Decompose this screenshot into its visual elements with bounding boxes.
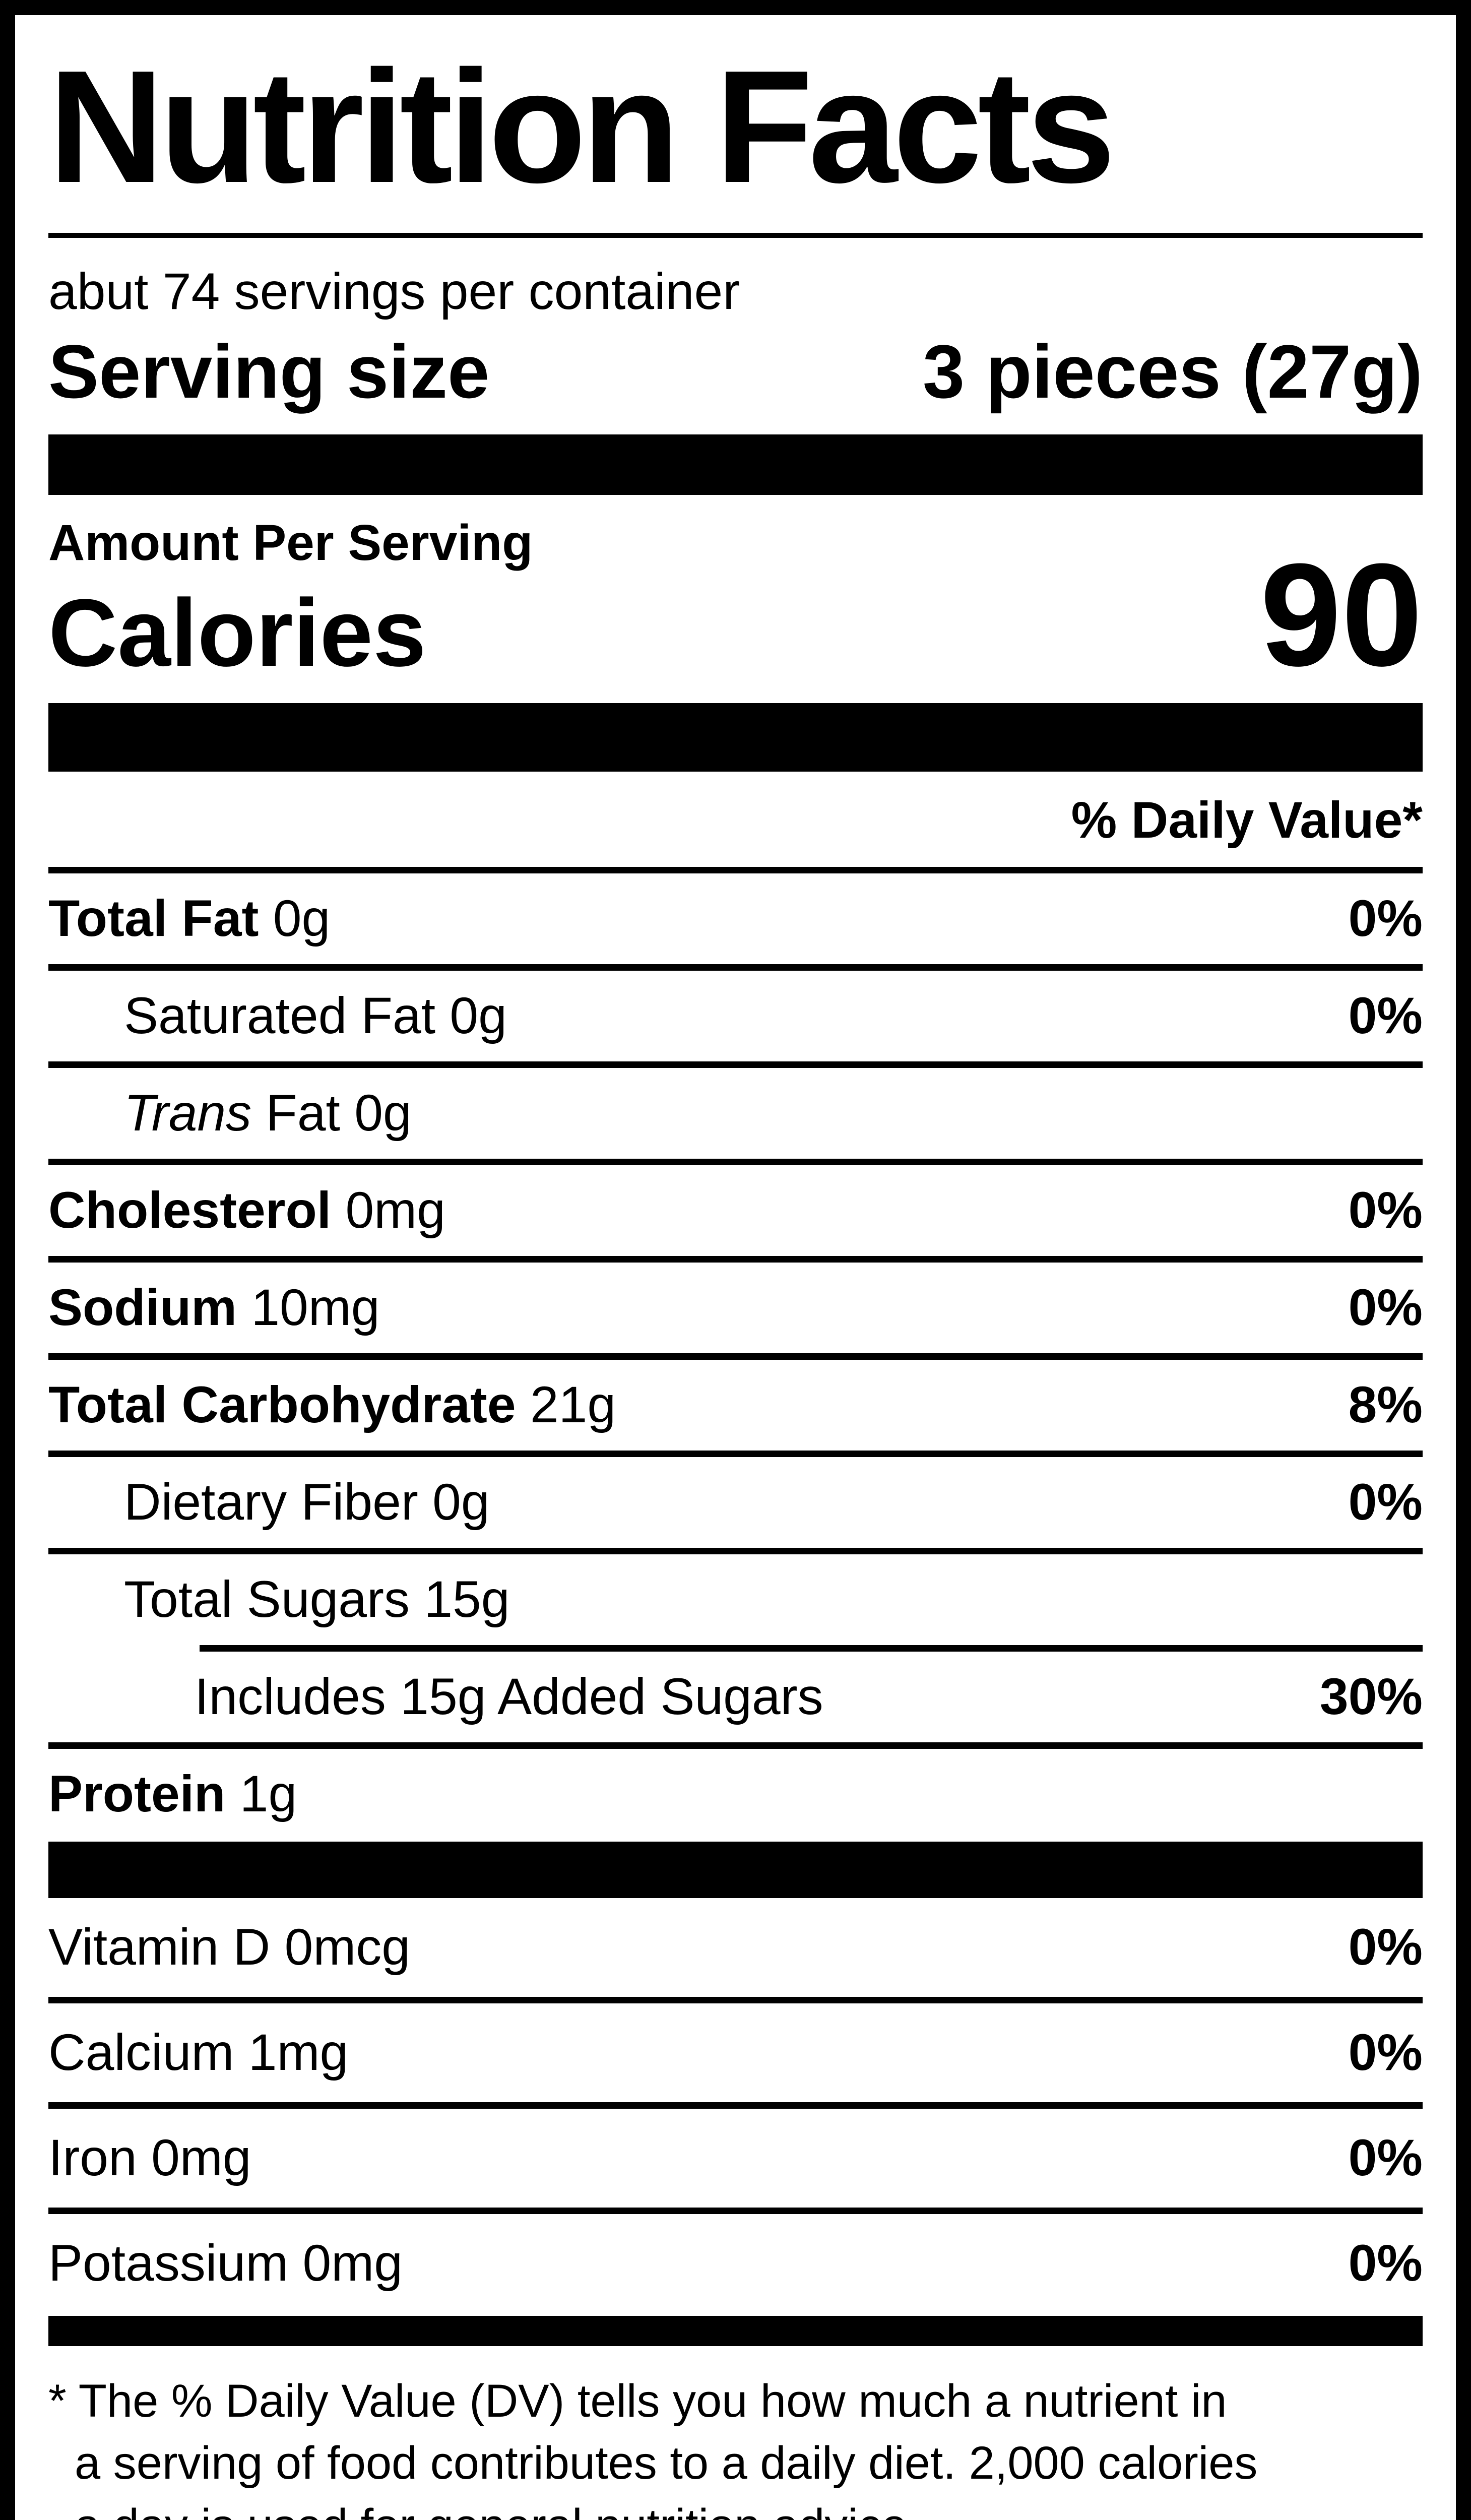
nutrient-name: Total Fat 0g: [48, 889, 331, 947]
calories-value: 90: [1260, 533, 1423, 697]
nutrient-daily-value: 0%: [1348, 986, 1423, 1044]
footnote: * The % Daily Value (DV) tells you how m…: [48, 2370, 1423, 2520]
nutrient-daily-value: 0%: [1348, 2023, 1423, 2081]
nutrient-name: Total Carbohydrate 21g: [48, 1375, 616, 1433]
serving-size-label: Serving size: [48, 329, 490, 414]
nutrient-name: Iron 0mg: [48, 2129, 251, 2186]
nutrient-row: Iron 0mg 0%: [48, 2109, 1423, 2215]
nutrient-daily-value: 0%: [1348, 2129, 1423, 2186]
footnote-line: * The % Daily Value (DV) tells you how m…: [48, 2375, 1227, 2427]
nutrient-row: Total Fat 0g 0%: [48, 873, 1423, 971]
nutrient-daily-value: 0%: [1348, 889, 1423, 947]
footnote-line: a day is used for general nutrition advi…: [48, 2495, 1423, 2520]
nutrient-row: Vitamin D 0mcg 0%: [48, 1898, 1423, 2003]
nutrient-daily-value: 0%: [1348, 1473, 1423, 1531]
nutrient-row: Total Sugars 15g: [48, 1554, 1423, 1645]
title-divider: [48, 232, 1423, 238]
nutrient-row: Includes 15g Added Sugars 30%: [48, 1652, 1423, 1749]
nutrient-name: Dietary Fiber 0g: [124, 1473, 490, 1531]
serving-size-value: 3 pieces (27g): [922, 329, 1423, 414]
amount-per-serving-label: Amount Per Serving: [48, 514, 533, 571]
nutrient-name: Trans Fat 0g: [124, 1084, 412, 1142]
calories-left-stack: Amount Per Serving Calories: [48, 514, 533, 681]
thick-divider-bar-calories: [48, 703, 1423, 772]
calories-block: Amount Per Serving Calories 90: [48, 514, 1423, 697]
nutrient-row: Trans Fat 0g: [48, 1068, 1423, 1165]
nutrient-daily-value: 0%: [1348, 1278, 1423, 1336]
vitamin-rows: Vitamin D 0mcg 0% Calcium 1mg 0% Iron 0mg 0% P…: [48, 1898, 1423, 2313]
nutrient-daily-value: 0%: [1348, 2234, 1423, 2292]
thick-divider-bar-footnote: [48, 2316, 1423, 2347]
thick-divider-bar-vitamins: [48, 1841, 1423, 1898]
nutrient-name: Total Sugars 15g: [124, 1570, 510, 1628]
serving-size-row: Serving size 3 pieces (27g): [48, 328, 1423, 415]
nutrient-name: Sodium 10mg: [48, 1278, 380, 1336]
nutrient-name: Vitamin D 0mcg: [48, 1918, 411, 1976]
nutrient-rows: Total Fat 0g 0% Saturated Fat 0g 0% Trans Fa…: [48, 873, 1423, 1840]
nutrient-daily-value: 30%: [1319, 1667, 1423, 1725]
partial-divider: [200, 1645, 1423, 1652]
nutrient-row: Saturated Fat 0g 0%: [48, 971, 1423, 1068]
nutrient-row: Calcium 1mg 0%: [48, 2003, 1423, 2109]
nutrient-name: Cholesterol 0mg: [48, 1181, 445, 1239]
nutrient-row: Total Carbohydrate 21g 8%: [48, 1360, 1423, 1457]
nutrient-name: Potassium 0mg: [48, 2234, 403, 2292]
thick-divider-bar-top: [48, 434, 1423, 495]
nutrient-row: Cholesterol 0mg 0%: [48, 1165, 1423, 1263]
nutrient-row: Sodium 10mg 0%: [48, 1263, 1423, 1360]
nutrient-daily-value: 8%: [1348, 1375, 1423, 1433]
nutrient-name: Saturated Fat 0g: [124, 986, 507, 1044]
nutrient-daily-value: 0%: [1348, 1181, 1423, 1239]
nutrient-name: Protein 1g: [48, 1765, 297, 1822]
servings-per-container: abut 74 servings per container: [48, 262, 740, 320]
daily-value-header: % Daily Value*: [48, 772, 1423, 873]
footnote-line: a serving of food contributes to a daily…: [75, 2437, 1258, 2489]
nutrient-row: Potassium 0mg 0%: [48, 2214, 1423, 2313]
nutrient-row: Dietary Fiber 0g 0%: [48, 1457, 1423, 1554]
nutrient-row: Protein 1g: [48, 1749, 1423, 1840]
calories-label: Calories: [48, 579, 426, 686]
nutrient-name: Calcium 1mg: [48, 2023, 349, 2081]
nutrient-name: Includes 15g Added Sugars: [195, 1667, 823, 1725]
nutrient-daily-value: 0%: [1348, 1918, 1423, 1976]
label-title: Nutrition Facts: [48, 37, 1116, 216]
